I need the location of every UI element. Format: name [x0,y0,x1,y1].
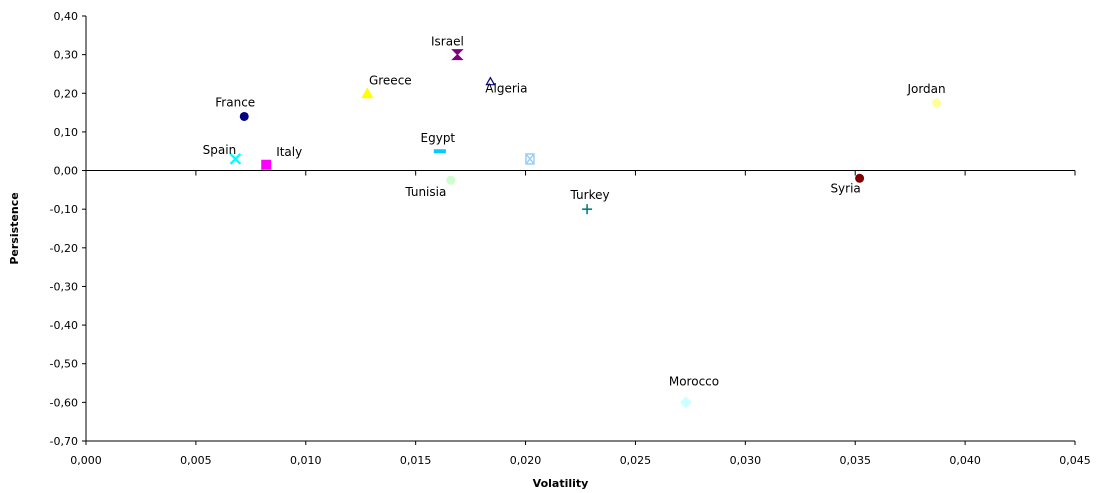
x-tick-label: 0,000 [70,454,102,467]
point-marker [451,49,464,61]
point-marker [855,173,865,183]
data-points: Israel Algeria Greece France Jordan Egypt Spai… [203,35,946,409]
y-tick-label: -0,20 [50,242,78,255]
ticks: 0,40 0,30 0,20 0,10 0,00 -0,10 -0,20 -0,30 -0,40… [50,10,1091,467]
y-tick-label: -0,10 [50,203,78,216]
x-tick-label: 0,005 [180,454,212,467]
point-label: Spain [203,143,237,157]
point-egypt: Egypt [421,131,456,154]
x-axis-title: Volatility [533,477,589,490]
point-label: Jordan [906,82,945,96]
point-tunisia: Tunisia [404,175,456,199]
point-marker [485,76,496,86]
point-marker [446,175,456,185]
x-tick-label: 0,020 [510,454,542,467]
point-turkey: Turkey [570,188,610,215]
y-tick-label: 0,40 [54,10,79,23]
y-axis-title: Persistence [8,192,21,264]
y-tick-label: -0,30 [50,280,78,293]
y-tick-label: 0,10 [54,126,79,139]
y-tick-label: 0,30 [54,49,79,62]
point-italy: Italy [261,145,302,170]
point-israel: Israel [431,35,464,61]
point-label: France [215,95,255,109]
x-tick-label: 0,040 [949,454,981,467]
x-tick-label: 0,035 [839,454,871,467]
point-label: Syria [830,181,860,195]
point-france: France [215,95,255,121]
x-tick-label: 0,025 [620,454,652,467]
axes [85,16,1075,442]
y-tick-label: 0,20 [54,87,79,100]
point-label: Israel [431,35,464,49]
x-tick-label: 0,015 [400,454,432,467]
point-marker [679,396,692,409]
point-label: Egypt [421,131,456,145]
point-marker [229,153,242,165]
point-marker [525,153,535,165]
point-unlabeled-8 [525,153,535,165]
y-tick-label: -0,50 [50,358,78,371]
point-label: Tunisia [404,185,446,199]
point-label: Morocco [669,374,719,388]
point-jordan: Jordan [906,82,946,108]
point-algeria: Algeria [485,76,527,96]
point-marker [361,87,374,99]
point-marker [239,111,249,121]
point-label: Italy [276,145,302,159]
y-tick-label: -0,60 [50,396,78,409]
point-greece: Greece [361,73,412,99]
point-marker [932,98,942,108]
point-marker [525,153,535,165]
point-morocco: Morocco [669,374,719,409]
point-marker [433,149,446,154]
x-tick-label: 0,045 [1059,454,1091,467]
y-tick-label: -0,70 [50,435,78,448]
y-tick-label: 0,00 [54,165,79,178]
x-tick-label: 0,030 [730,454,762,467]
point-syria: Syria [830,173,865,195]
point-label: Greece [369,73,412,87]
point-label: Turkey [570,188,610,202]
point-marker [261,159,272,170]
x-tick-label: 0,010 [290,454,322,467]
point-label: Algeria [485,82,527,96]
y-tick-label: -0,40 [50,319,78,332]
point-spain: Spain [203,143,242,165]
